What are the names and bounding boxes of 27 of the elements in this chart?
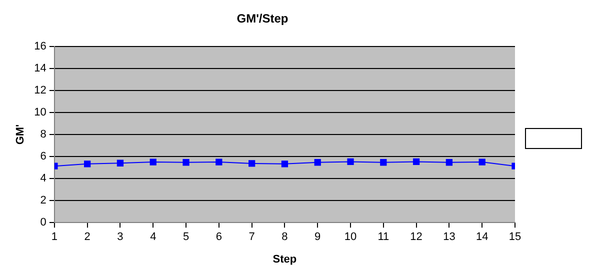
x-tick-label: 2 [84,231,90,244]
x-tick-label: 1 [51,231,58,244]
x-tick-label: 5 [182,231,190,244]
x-tick-label: 6 [216,231,222,244]
y-tick-label: 10 [34,106,46,119]
y-axis-title: GM' [14,124,27,145]
y-tick-label: 16 [34,40,46,52]
y-tick-label: 8 [40,128,46,141]
x-tick-label: 12 [410,231,422,244]
x-tick-label: 4 [150,231,156,244]
x-tick-label: 15 [508,231,522,244]
chart-title: GM'/Step [236,12,288,26]
x-tick-label: 3 [117,231,124,244]
y-tick-label: 12 [34,84,46,96]
y-tick-label: 14 [34,62,46,74]
x-tick-label: 10 [344,231,357,244]
y-tick-label: 0 [40,216,46,229]
x-tick-label: 9 [314,231,321,244]
x-tick-label: 7 [248,231,255,244]
x-axis-title: Step [272,253,297,266]
y-tick-label: 6 [40,150,46,163]
x-tick-label: 11 [378,231,390,244]
y-tick-label: 2 [40,194,46,207]
x-tick-label: 13 [443,231,456,244]
y-tick-label: 4 [40,172,46,185]
x-tick-label: 8 [282,231,288,244]
x-tick-label: 14 [476,231,488,244]
